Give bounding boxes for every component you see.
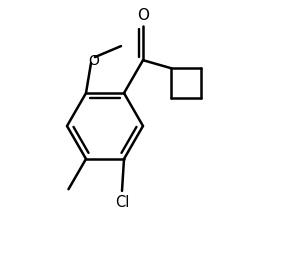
Text: O: O [137, 8, 149, 23]
Text: Cl: Cl [115, 194, 129, 209]
Text: O: O [88, 54, 99, 68]
